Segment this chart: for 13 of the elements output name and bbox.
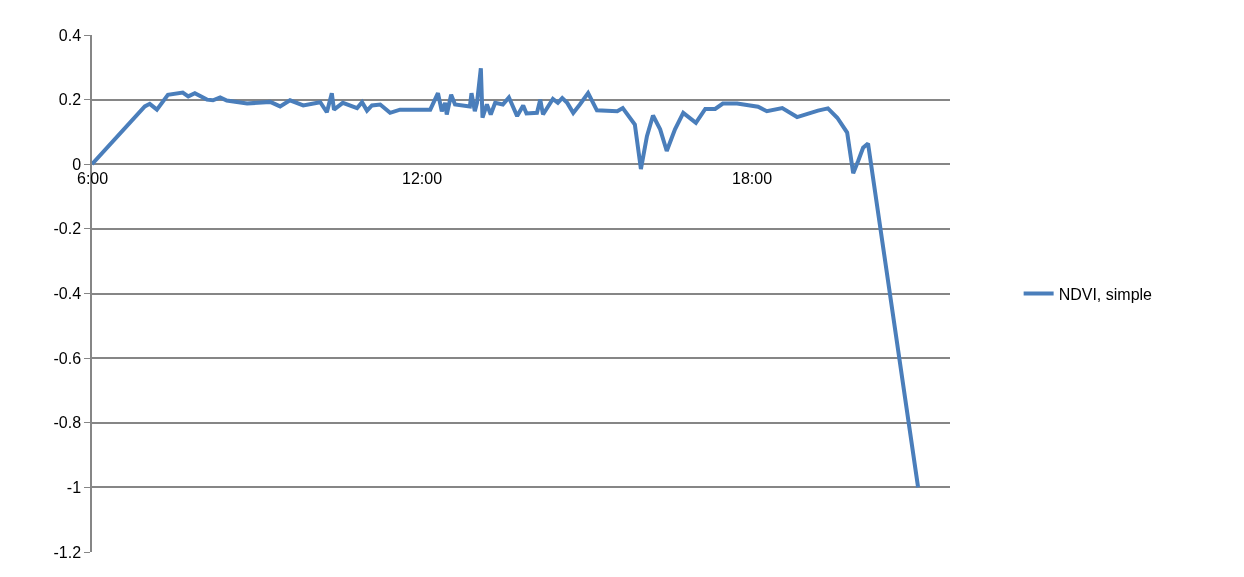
y-tick-label: 0 xyxy=(72,155,82,173)
y-tick-label: 0.4 xyxy=(58,26,82,44)
y-tick-label: -1.2 xyxy=(53,543,82,561)
legend-label: NDVI, simple xyxy=(1058,285,1153,303)
y-tick-label: -0.6 xyxy=(53,349,82,367)
x-tick-label: 18:00 xyxy=(732,170,773,187)
y-tick-label: -1 xyxy=(66,478,82,496)
x-tick-label: 6:00 xyxy=(77,170,109,187)
x-tick-label: 12:00 xyxy=(402,170,443,187)
y-tick-label: 0.2 xyxy=(58,91,82,109)
y-tick-label: -0.8 xyxy=(53,414,82,432)
y-tick-label: -0.4 xyxy=(53,285,82,303)
y-tick-label: -0.2 xyxy=(53,220,82,238)
